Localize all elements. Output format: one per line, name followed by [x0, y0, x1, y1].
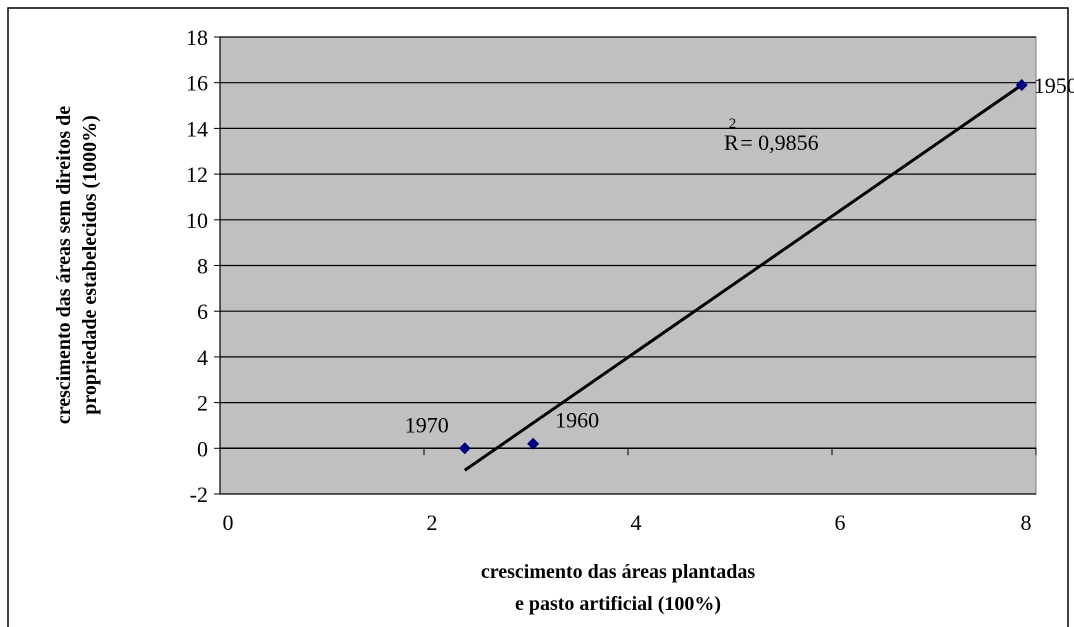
x-tick-label: 2 [427, 510, 438, 535]
x-tick-label: 6 [835, 510, 846, 535]
point [1015, 78, 1028, 91]
y-tick-label: 18 [186, 25, 208, 50]
r-squared-sup: 2 [729, 116, 737, 132]
y-tick-label: 8 [197, 254, 208, 279]
y-tick-label: 0 [197, 436, 208, 461]
y-tick-label: 6 [197, 299, 208, 324]
point [527, 437, 540, 450]
r-squared: R2= 0,9856 [724, 116, 819, 155]
y-tick-label: 2 [197, 391, 208, 416]
y-tick-label: 4 [197, 345, 208, 370]
x-axis-title-line: e pasto artificial (100%) [515, 593, 721, 615]
y-tick-label: 10 [186, 208, 208, 233]
x-tick-label: 8 [1021, 510, 1032, 535]
x-axis-title-line: crescimento das áreas plantadas [481, 561, 755, 583]
r-squared-base: R [724, 130, 739, 155]
x-tick-label: 0 [223, 510, 234, 535]
x-tick-label: 4 [631, 510, 642, 535]
y-axis-title-line: propriedade estabelecidos (1000%) [79, 115, 101, 415]
r-squared-text: = 0,9856 [740, 130, 818, 155]
y-tick-label: 16 [186, 71, 208, 96]
trendline [463, 83, 1023, 472]
y-tick-label: 12 [186, 162, 208, 187]
point-label: 1950 [1034, 73, 1074, 98]
y-axis-title: crescimento das áreas sem direitos de pr… [53, 106, 101, 424]
y-tick-label: 14 [186, 116, 208, 141]
y-tick-label: -2 [190, 482, 208, 507]
point [458, 442, 471, 455]
y-axis-title-line: crescimento das áreas sem direitos de [53, 106, 75, 424]
point-label: 1970 [405, 412, 449, 437]
point-label: 1960 [555, 408, 599, 433]
